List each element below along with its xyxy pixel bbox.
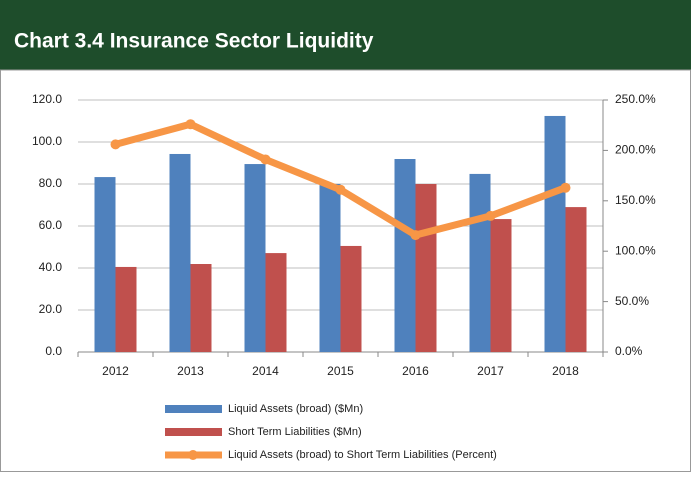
bar	[490, 219, 512, 352]
bar	[190, 264, 212, 352]
y-tick-label: 20.0	[39, 302, 63, 316]
line-marker	[185, 119, 196, 130]
legend-marker	[188, 450, 198, 460]
bar	[394, 159, 416, 352]
bar	[544, 115, 566, 353]
y-tick-label: 0.0	[45, 344, 62, 358]
x-tick-label: 2018	[552, 364, 579, 378]
bar	[169, 153, 191, 352]
line-marker	[485, 210, 496, 221]
y2-tick-label: 200.0%	[615, 143, 656, 157]
x-tick-label: 2015	[327, 364, 354, 378]
chart-title: Chart 3.4 Insurance Sector Liquidity	[14, 30, 374, 53]
bar	[565, 207, 587, 352]
y-tick-label: 40.0	[39, 260, 63, 274]
header-band	[0, 0, 691, 70]
bar	[469, 173, 491, 352]
bar	[94, 177, 116, 352]
y2-tick-label: 100.0%	[615, 243, 656, 257]
bar	[115, 266, 137, 352]
line-marker	[560, 182, 571, 193]
line-marker	[260, 154, 271, 165]
y-tick-label: 120.0	[32, 92, 62, 106]
y-tick-label: 80.0	[39, 176, 63, 190]
x-tick-label: 2014	[252, 364, 279, 378]
y-tick-label: 60.0	[39, 218, 63, 232]
x-tick-label: 2013	[177, 364, 204, 378]
y2-tick-label: 150.0%	[615, 193, 656, 207]
y2-tick-label: 0.0%	[615, 344, 643, 358]
legend-label: Short Term Liabilities ($Mn)	[228, 426, 362, 438]
x-tick-label: 2012	[102, 364, 129, 378]
line-marker	[335, 184, 346, 195]
bar	[244, 164, 266, 352]
legend-label: Liquid Assets (broad) ($Mn)	[228, 403, 363, 415]
bar	[319, 184, 341, 352]
y-tick-label: 100.0	[32, 134, 62, 148]
bar	[415, 184, 437, 352]
line-marker	[110, 139, 121, 150]
bar	[340, 245, 362, 352]
x-tick-label: 2016	[402, 364, 429, 378]
legend-swatch	[165, 405, 222, 413]
y2-tick-label: 50.0%	[615, 294, 649, 308]
bar	[265, 253, 287, 352]
legend-label: Liquid Assets (broad) to Short Term Liab…	[228, 449, 497, 461]
line-marker	[410, 230, 421, 241]
legend-swatch	[165, 428, 222, 436]
y2-tick-label: 250.0%	[615, 92, 656, 106]
x-tick-label: 2017	[477, 364, 504, 378]
